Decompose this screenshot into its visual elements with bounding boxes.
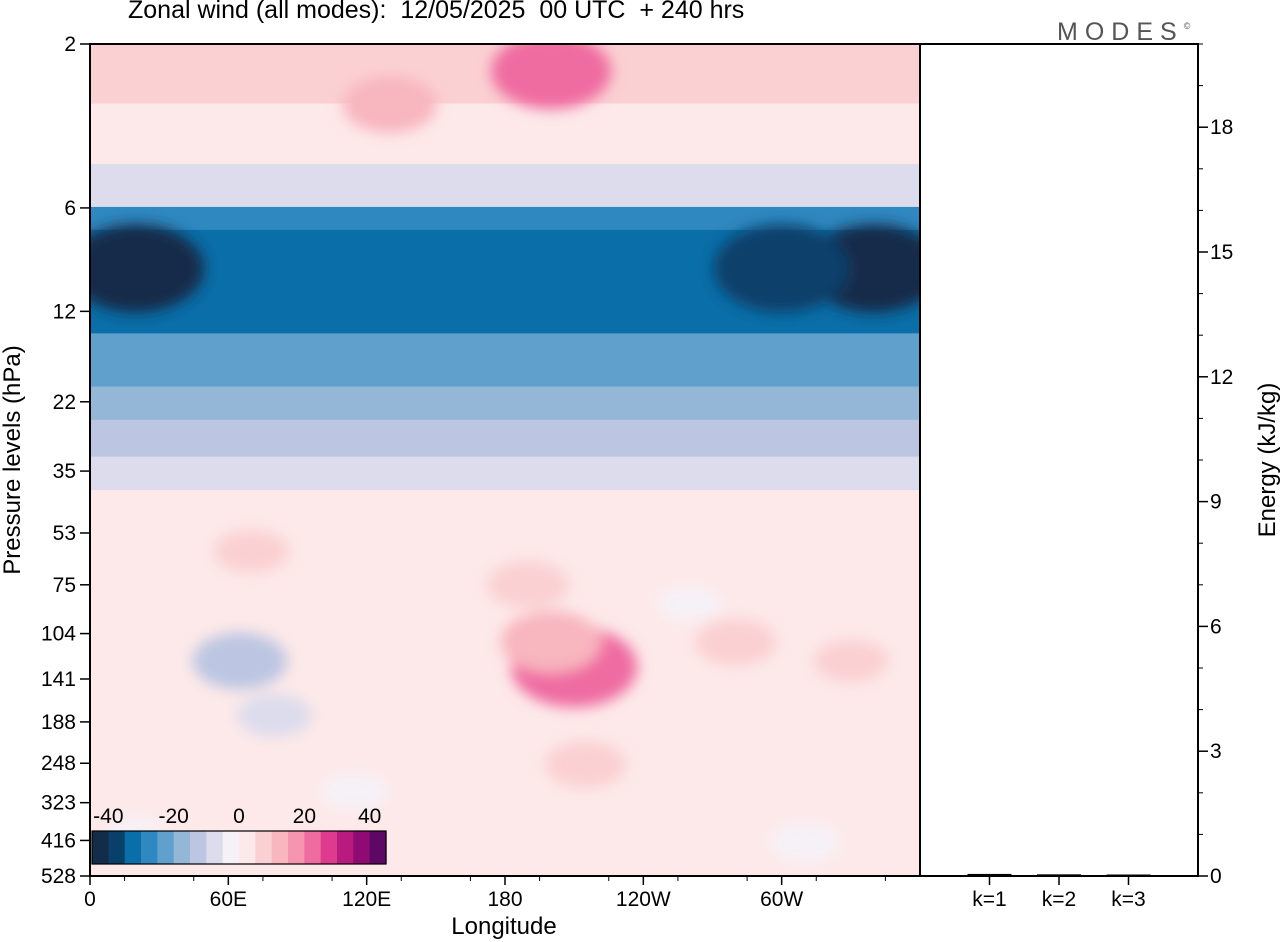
colorbar: -40 -20 0 20 40 <box>91 805 387 865</box>
colorbar-frame <box>91 830 387 865</box>
energy-axis-label: Energy (kJ/kg) <box>1254 383 1280 538</box>
colorbar-swatch-9 <box>239 831 256 864</box>
pressure-tick-label: 528 <box>41 865 76 888</box>
wind-feature-10 <box>813 639 889 683</box>
wind-band-1 <box>90 103 920 167</box>
wind-band-5 <box>90 333 920 389</box>
longitude-tick-label: 60W <box>760 888 803 911</box>
wind-features <box>90 44 920 870</box>
colorbar-swatch-8 <box>222 831 240 864</box>
wind-feature-17 <box>768 821 841 862</box>
longitude-tick-label: 180 <box>487 888 522 911</box>
wind-bands <box>90 44 920 876</box>
pressure-tick-label: 248 <box>41 752 76 775</box>
longitude-tick-label: 60E <box>210 888 247 911</box>
x-axis-label: Longitude <box>451 913 556 940</box>
wind-feature-0 <box>90 224 205 313</box>
longitude-tick-label: 0 <box>84 888 96 911</box>
wavenumber-tick-label: k=3 <box>1111 888 1145 911</box>
longitude-tick-label: 120E <box>342 888 391 911</box>
energy-axis: 0 3 6 9 12 15 18 <box>1198 43 1233 888</box>
wavenumber-axis: k=1 k=2 k=3 <box>972 876 1146 911</box>
pressure-tick-label: 2 <box>64 33 76 56</box>
colorbar-swatch-13 <box>304 831 322 864</box>
wavenumber-tick-label: k=1 <box>972 888 1006 911</box>
pressure-tick-label: 104 <box>41 623 76 646</box>
colorbar-tick-label: 40 <box>358 805 381 828</box>
colorbar-swatch-4 <box>157 831 175 864</box>
colorbar-swatch-12 <box>288 831 305 864</box>
wind-feature-6 <box>500 611 602 673</box>
wind-band-2 <box>90 164 920 209</box>
colorbar-swatch-17 <box>369 831 387 864</box>
colorbar-swatch-1 <box>108 831 126 864</box>
wind-feature-16 <box>320 772 390 811</box>
pressure-tick-label: 53 <box>53 522 76 545</box>
colorbar-swatch-0 <box>92 831 109 864</box>
zonal-wind-heatmap <box>90 44 920 876</box>
logo-text: MODES <box>1057 18 1184 46</box>
energy-bar-k=1 <box>967 873 1012 876</box>
modes-logo: MODES© <box>1057 18 1190 47</box>
colorbar-swatch-11 <box>271 831 289 864</box>
wavenumber-tick-label: k=2 <box>1042 888 1076 911</box>
pressure-tick-label: 323 <box>41 792 76 815</box>
wind-band-9 <box>90 490 920 876</box>
colorbar-tick-label: -40 <box>93 805 123 828</box>
pressure-tick-label: 12 <box>53 300 76 323</box>
energy-tick-label: 9 <box>1210 491 1222 514</box>
energy-tick-label: 3 <box>1210 740 1222 763</box>
energy-bars <box>967 873 1151 876</box>
colorbar-swatch-2 <box>124 831 142 864</box>
wind-feature-7 <box>544 740 627 789</box>
wind-feature-13 <box>192 632 288 690</box>
colorbar-swatch-15 <box>337 831 354 864</box>
colorbar-tick-label: 20 <box>293 805 316 828</box>
pressure-tick-label: 22 <box>53 391 76 414</box>
energy-panel-frame <box>919 43 1199 877</box>
energy-tick-label: 6 <box>1210 615 1222 638</box>
wind-feature-2 <box>713 224 850 313</box>
wind-feature-12 <box>656 585 723 622</box>
longitude-tick-label: 120W <box>616 888 671 911</box>
colorbar-swatch-5 <box>173 831 191 864</box>
colorbar-swatch-16 <box>353 831 371 864</box>
colorbar-tick-label: -20 <box>158 805 188 828</box>
wind-feature-3 <box>491 44 612 110</box>
wind-feature-4 <box>342 76 437 133</box>
chart-title: Zonal wind (all modes): 12/05/2025 00 UT… <box>128 0 745 24</box>
wind-band-8 <box>90 456 920 492</box>
energy-bar-k=3 <box>1106 874 1151 876</box>
pressure-tick-label: 416 <box>41 829 76 852</box>
wind-band-6 <box>90 386 920 422</box>
wind-feature-14 <box>236 694 313 737</box>
energy-bar-k=2 <box>1037 874 1081 876</box>
energy-tick-label: 12 <box>1210 366 1233 389</box>
energy-tick-label: 0 <box>1210 865 1222 888</box>
colorbar-swatch-6 <box>190 831 207 864</box>
pressure-tick-label: 35 <box>53 460 76 483</box>
pressure-tick-label: 141 <box>41 668 76 691</box>
logo-copyright-mark: © <box>1183 21 1191 31</box>
pressure-axis: 2 6 12 22 35 53 75 104 141 188 248 323 416 528 <box>41 33 90 888</box>
energy-tick-label: 18 <box>1210 116 1233 139</box>
wind-feature-15 <box>147 712 217 750</box>
wind-feature-11 <box>213 530 289 573</box>
y-axis-label: Pressure levels (hPa) <box>0 345 26 574</box>
colorbar-swatch-10 <box>255 831 273 864</box>
colorbar-swatch-3 <box>141 831 158 864</box>
pressure-tick-label: 75 <box>53 574 76 597</box>
wind-feature-8 <box>487 561 569 609</box>
colorbar-swatch-14 <box>320 831 338 864</box>
longitude-axis: 0 60E 120E 180 120W 60W <box>84 876 886 911</box>
wind-feature-9 <box>694 618 777 666</box>
colorbar-tick-label: 0 <box>233 805 245 828</box>
pressure-tick-label: 6 <box>64 197 76 220</box>
energy-tick-label: 15 <box>1210 241 1233 264</box>
colorbar-swatch-7 <box>206 831 224 864</box>
pressure-tick-label: 188 <box>41 711 76 734</box>
wind-band-7 <box>90 419 920 459</box>
